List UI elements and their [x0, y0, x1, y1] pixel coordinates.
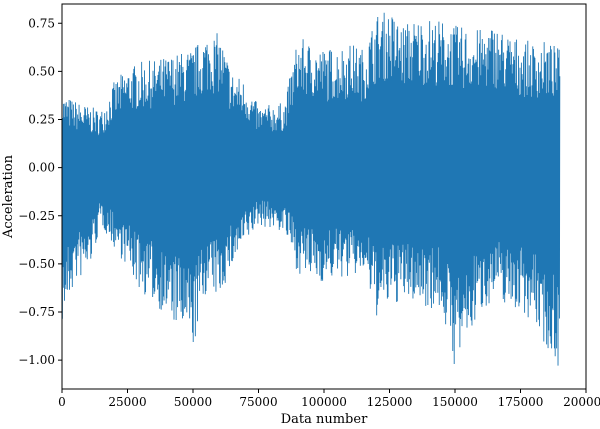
- y-tick-label: 0.25: [28, 113, 55, 127]
- x-tick-label: 100000: [301, 395, 347, 409]
- x-axis-label: Data number: [281, 412, 368, 427]
- x-tick-label: 175000: [498, 395, 544, 409]
- y-tick-label: −0.75: [18, 305, 55, 319]
- signal-line: [61, 12, 561, 366]
- y-axis: −1.00 −0.75 −0.50 −0.25 0.00 0.25 0.50 0.75: [18, 16, 62, 367]
- x-tick-label: 0: [58, 395, 66, 409]
- x-tick-label: 25000: [108, 395, 146, 409]
- y-tick-label: 0.75: [28, 16, 55, 30]
- x-tick-label: 75000: [239, 395, 277, 409]
- x-tick-label: 50000: [174, 395, 212, 409]
- signal-layer: [61, 12, 561, 366]
- x-axis: 0 25000 50000 75000 100000 125000 150000 175000…: [58, 389, 600, 409]
- y-axis-label: Acceleration: [1, 154, 16, 239]
- y-tick-label: 0.50: [28, 64, 55, 78]
- x-tick-label: 150000: [432, 395, 478, 409]
- y-tick-label: −1.00: [18, 353, 55, 367]
- y-tick-label: −0.50: [18, 257, 55, 271]
- y-tick-label: 0.00: [28, 161, 55, 175]
- x-tick-label: 125000: [367, 395, 413, 409]
- x-tick-label: 200000: [563, 395, 600, 409]
- y-tick-label: −0.25: [18, 209, 55, 223]
